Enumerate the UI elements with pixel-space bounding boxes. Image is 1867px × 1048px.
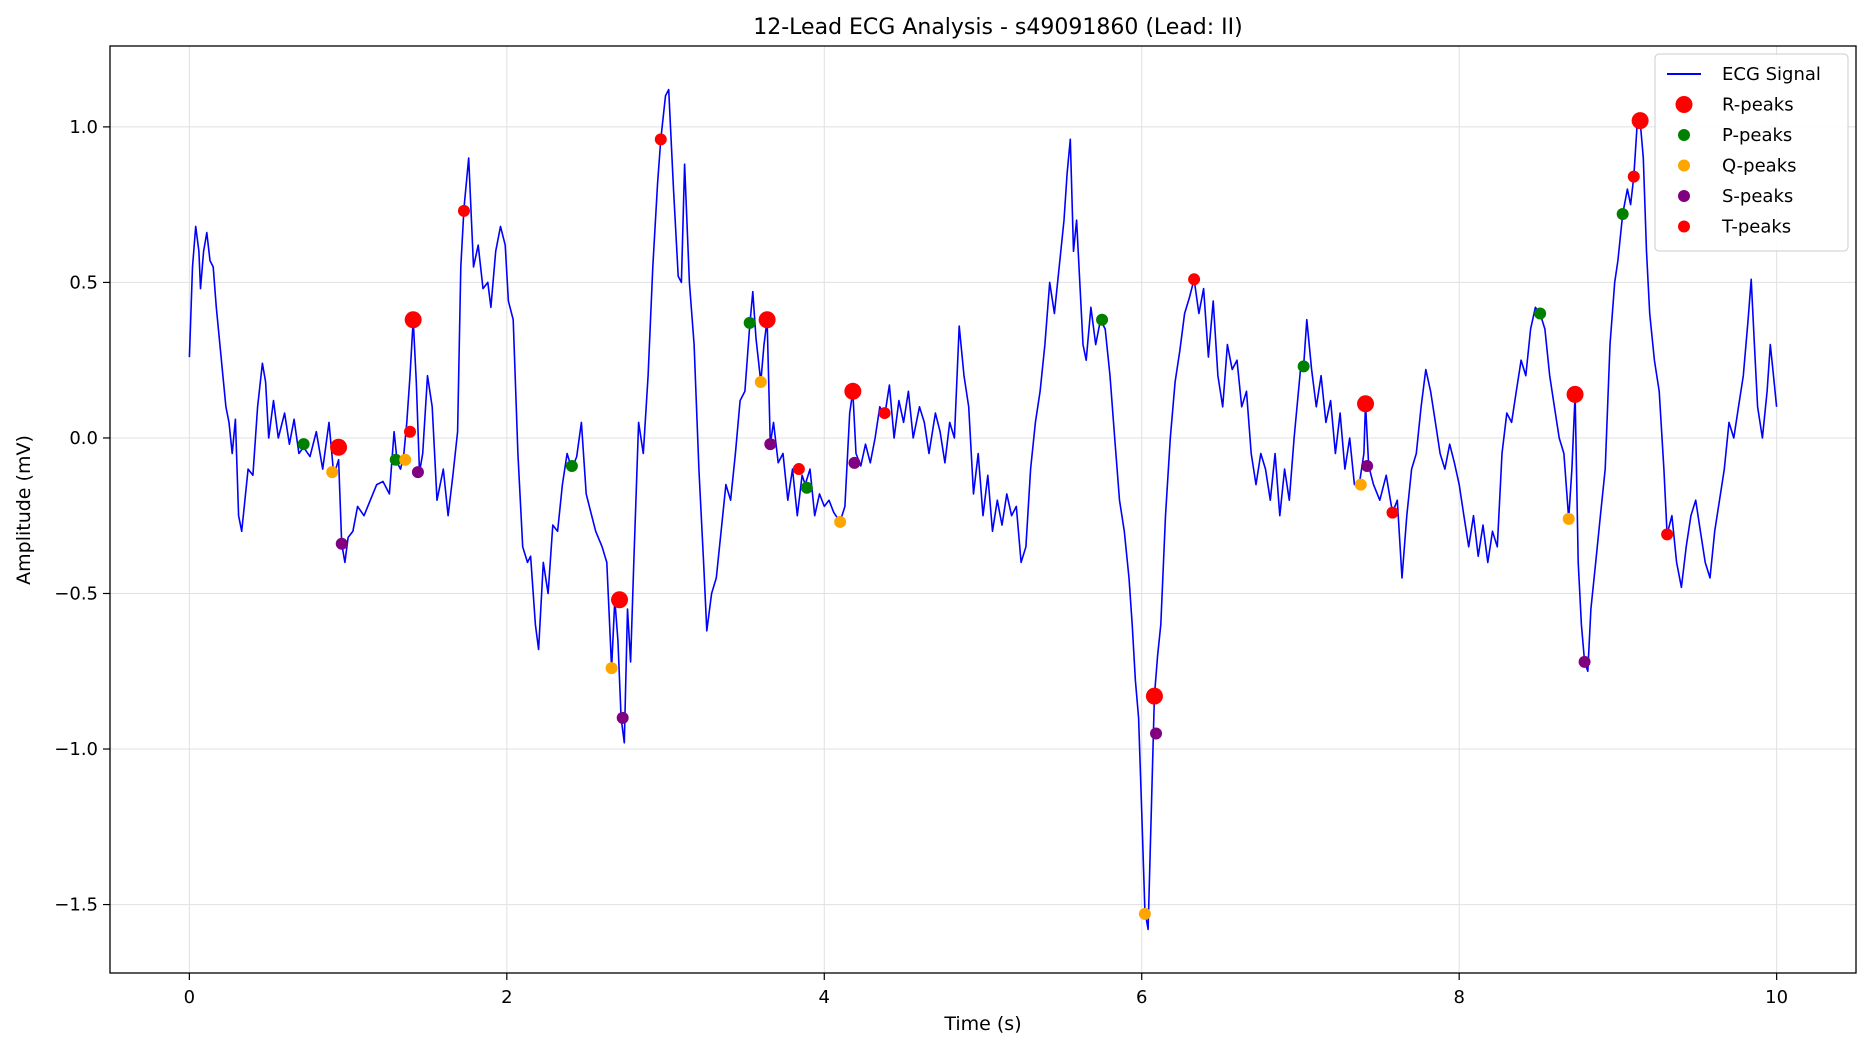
s-peaks-marker: [1361, 459, 1374, 472]
legend-marker-swatch: [1678, 190, 1690, 202]
s-peaks-marker: [1150, 727, 1163, 740]
p-peaks-marker: [800, 481, 813, 494]
y-tick-label: −1.0: [54, 739, 98, 760]
ecg-signal-line: [188, 88, 1778, 931]
t-peaks-marker: [1627, 170, 1640, 183]
legend-entry-label: T-peaks: [1721, 217, 1791, 238]
legend-entry-label: Q-peaks: [1722, 156, 1797, 177]
q-peaks-marker: [1562, 512, 1575, 525]
p-peaks-marker: [389, 453, 402, 466]
q-peaks-marker: [605, 662, 618, 675]
axis-ticks: 0 2 4 6 8 10 −1.5 −1.0 −0.5 0.0 0.5 1.0: [54, 117, 1788, 1008]
q-peaks-marker: [834, 515, 847, 528]
t-peaks-marker: [792, 463, 805, 476]
q-peaks-marker: [754, 375, 767, 388]
y-axis-label: Amplitude (mV): [13, 435, 35, 585]
p-peaks-marker: [1096, 313, 1109, 326]
legend-entry-label: R-peaks: [1722, 95, 1794, 116]
legend-box: [1654, 53, 1849, 252]
p-peaks-marker: [743, 316, 756, 329]
r-peaks-marker: [1357, 395, 1375, 413]
y-tick-label: 0.0: [69, 428, 98, 449]
r-peaks-marker: [1566, 385, 1584, 403]
legend-entry-label: P-peaks: [1722, 125, 1792, 146]
r-peaks-marker: [404, 311, 422, 329]
x-tick-label: 8: [1453, 987, 1464, 1008]
t-peaks-marker: [1661, 528, 1674, 541]
legend-marker-swatch: [1678, 129, 1690, 141]
t-peaks-marker: [403, 425, 416, 438]
s-peaks-marker: [335, 537, 348, 550]
legend-entry-label: S-peaks: [1722, 186, 1793, 207]
s-peaks-marker: [616, 711, 629, 724]
legend-marker-swatch: [1678, 220, 1690, 233]
r-peaks-marker: [758, 311, 776, 329]
r-peaks-marker: [844, 382, 862, 400]
q-peaks-marker: [1354, 478, 1367, 491]
legend: ECG Signal R-peaks P-peaks Q-peaks S-peaks T-…: [1654, 53, 1849, 252]
r-peaks-marker: [1631, 112, 1649, 130]
q-peaks-marker: [399, 453, 412, 466]
s-peaks-marker: [764, 438, 777, 451]
y-tick-label: −0.5: [54, 583, 98, 604]
s-peaks-marker: [848, 456, 861, 469]
q-peaks-marker: [326, 466, 339, 479]
r-peaks-marker: [611, 591, 629, 609]
x-tick-label: 2: [501, 987, 512, 1008]
x-tick-label: 4: [819, 987, 830, 1008]
p-peaks-marker: [1616, 207, 1629, 220]
p-peaks-marker: [1534, 307, 1547, 320]
q-peaks-marker: [1138, 907, 1151, 920]
y-tick-label: 0.5: [69, 272, 98, 293]
t-peaks-marker: [878, 407, 891, 420]
r-peaks-marker: [1145, 687, 1163, 705]
x-axis-label: Time (s): [943, 1013, 1021, 1035]
chart-title: 12-Lead ECG Analysis - s49091860 (Lead: …: [753, 15, 1242, 40]
r-peaks-marker: [330, 438, 348, 456]
data-series: [188, 88, 1778, 931]
t-peaks-marker: [457, 204, 470, 217]
p-peaks-marker: [1297, 360, 1310, 373]
plot-area: [109, 45, 1857, 974]
legend-marker-swatch: [1678, 159, 1690, 172]
s-peaks-marker: [411, 466, 424, 479]
t-peaks-marker: [1188, 273, 1201, 286]
y-tick-label: 1.0: [69, 117, 98, 138]
x-tick-label: 6: [1136, 987, 1147, 1008]
x-tick-label: 0: [184, 987, 195, 1008]
s-peaks-marker: [1578, 655, 1591, 668]
t-peaks-marker: [1386, 506, 1399, 519]
legend-entry-label: ECG Signal: [1722, 64, 1821, 85]
p-peaks-marker: [565, 459, 578, 472]
legend-marker-swatch: [1675, 96, 1693, 113]
p-peaks-marker: [297, 438, 310, 451]
t-peaks-marker: [654, 133, 667, 146]
x-tick-label: 10: [1765, 987, 1788, 1008]
y-tick-label: −1.5: [54, 895, 98, 916]
